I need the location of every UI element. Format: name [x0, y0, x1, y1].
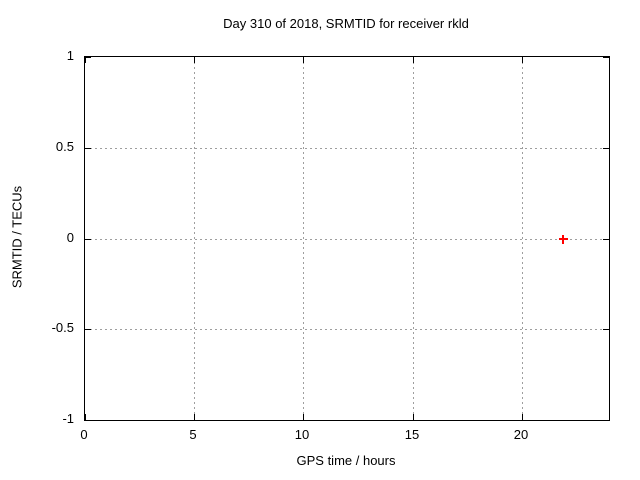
y-tick-mark: [603, 148, 609, 149]
x-gridline: [522, 57, 523, 420]
x-tick-mark: [303, 57, 304, 63]
y-tick-mark: [85, 148, 91, 149]
plot-area: [84, 56, 610, 421]
x-axis-label: GPS time / hours: [296, 453, 396, 468]
y-tick-mark: [603, 420, 609, 421]
y-tick-label: -0.5: [51, 320, 74, 335]
y-tick-mark: [603, 239, 609, 240]
x-tick-mark: [85, 414, 86, 420]
x-tick-label: 15: [404, 427, 420, 442]
y-gridline: [85, 239, 609, 240]
x-tick-mark: [194, 57, 195, 63]
x-tick-mark: [303, 414, 304, 420]
data-point-marker: [562, 235, 564, 244]
y-tick-mark: [85, 329, 91, 330]
y-tick-mark: [85, 57, 91, 58]
y-tick-label: 0: [66, 230, 74, 245]
y-tick-label: 1: [66, 48, 74, 63]
x-tick-mark: [522, 414, 523, 420]
x-tick-mark: [194, 414, 195, 420]
x-tick-label: 20: [513, 427, 529, 442]
y-gridline: [85, 148, 609, 149]
y-tick-mark: [85, 420, 91, 421]
y-gridline: [85, 329, 609, 330]
chart-title: Day 310 of 2018, SRMTID for receiver rkl…: [223, 16, 469, 31]
y-tick-label: -1: [62, 411, 74, 426]
x-tick-label: 0: [80, 427, 88, 442]
x-tick-mark: [85, 57, 86, 63]
y-tick-mark: [85, 239, 91, 240]
y-tick-label: 0.5: [55, 139, 74, 154]
y-tick-mark: [603, 329, 609, 330]
x-tick-label: 10: [294, 427, 310, 442]
x-tick-mark: [413, 57, 414, 63]
x-tick-mark: [522, 57, 523, 63]
x-gridline: [194, 57, 195, 420]
x-tick-mark: [413, 414, 414, 420]
x-tick-label: 5: [189, 427, 197, 442]
x-gridline: [413, 57, 414, 420]
y-tick-mark: [603, 57, 609, 58]
x-gridline: [303, 57, 304, 420]
